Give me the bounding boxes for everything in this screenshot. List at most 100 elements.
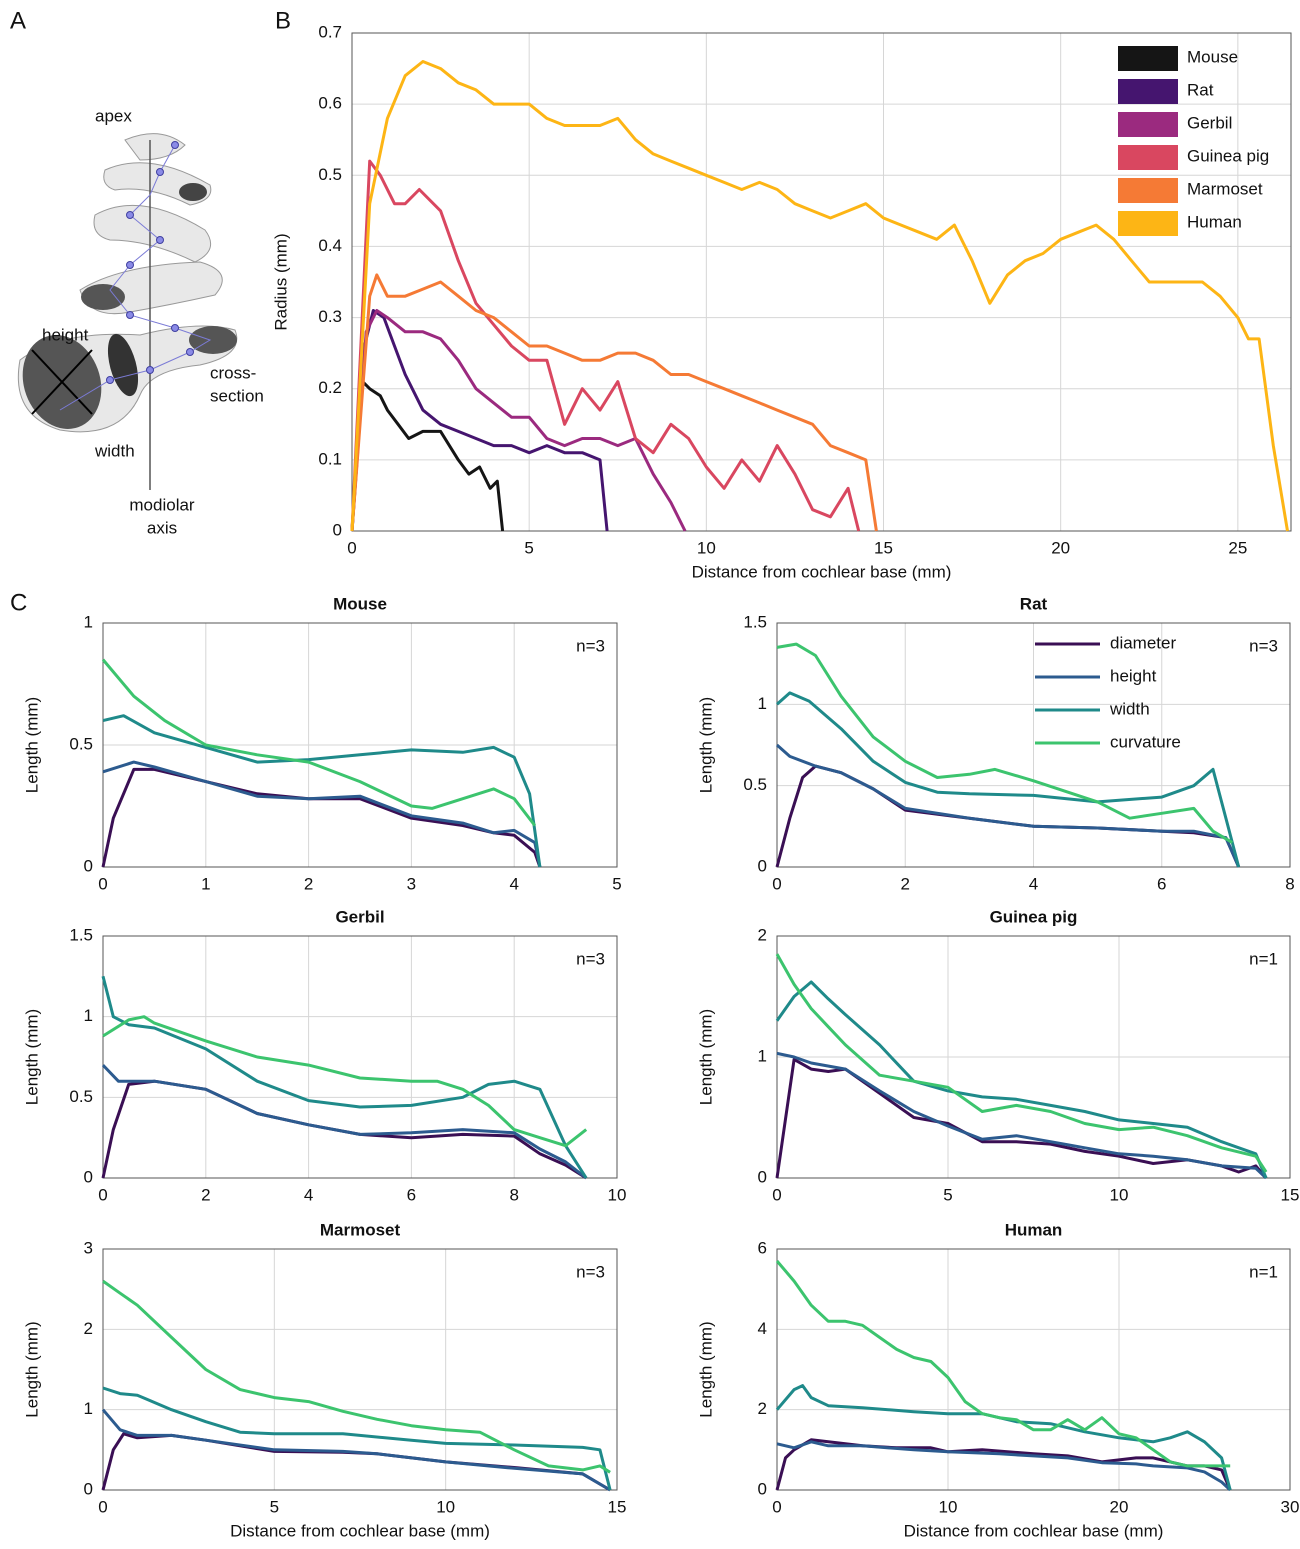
y-axis-label: Length (mm)	[696, 1321, 715, 1417]
y-tick-label: 1	[84, 612, 93, 631]
panel-label: C	[10, 589, 27, 616]
y-tick-label: 0.5	[743, 775, 767, 794]
plot-frame	[351, 32, 1292, 532]
panel-label: A	[10, 7, 26, 34]
series-line	[101, 658, 536, 827]
x-tick-label: 4	[1029, 874, 1038, 893]
x-axis-label: Distance from cochlear base (mm)	[904, 1521, 1164, 1540]
diagram-label: apex	[95, 106, 132, 125]
series-line	[101, 1432, 611, 1492]
series-line	[775, 953, 1268, 1173]
diagram-label: section	[210, 386, 264, 405]
x-tick-label: 15	[874, 538, 893, 557]
chart-title: Mouse	[333, 594, 387, 613]
x-axis-label: Distance from cochlear base (mm)	[230, 1521, 490, 1540]
cochlea-diagram: apex height width cross- section modiola…	[17, 106, 264, 537]
y-tick-label: 4	[758, 1319, 767, 1338]
x-tick-label: 6	[1157, 874, 1166, 893]
y-tick-label: 2	[84, 1319, 93, 1338]
series-line	[102, 1015, 588, 1148]
x-tick-label: 0	[347, 538, 356, 557]
x-tick-label: 10	[436, 1497, 455, 1516]
y-axis-label: Length (mm)	[22, 697, 41, 793]
diagram-label: axis	[147, 518, 177, 537]
annotation: n=3	[576, 1262, 605, 1281]
legend-label: diameter	[1110, 633, 1176, 652]
y-tick-label: 1	[84, 1006, 93, 1025]
y-tick-label: 1.5	[69, 925, 93, 944]
x-tick-label: 10	[1110, 1185, 1129, 1204]
legend-swatch	[1118, 178, 1178, 203]
series-line	[102, 1279, 611, 1474]
x-tick-label: 5	[524, 538, 533, 557]
y-axis-label: Length (mm)	[696, 697, 715, 793]
chart-title: Marmoset	[320, 1220, 401, 1239]
series-line	[350, 60, 1289, 532]
y-tick-label: 0	[758, 856, 767, 875]
series-line	[775, 1260, 1231, 1468]
panel-label: B	[275, 7, 291, 34]
y-tick-label: 0.1	[318, 449, 342, 468]
legend-label: Mouse	[1187, 47, 1238, 66]
series-line	[101, 1064, 588, 1180]
x-tick-label: 2	[901, 874, 910, 893]
x-tick-label: 25	[1228, 538, 1247, 557]
x-tick-label: 0	[98, 874, 107, 893]
series-line	[101, 975, 588, 1179]
series-line	[350, 380, 505, 532]
series-line	[101, 767, 542, 868]
x-tick-label: 0	[98, 1185, 107, 1204]
y-tick-label: 2	[758, 925, 767, 944]
legend-label: Marmoset	[1187, 179, 1263, 198]
x-tick-label: 0	[772, 1185, 781, 1204]
legend-label: Human	[1187, 212, 1242, 231]
x-tick-label: 3	[407, 874, 416, 893]
x-axis-label: Distance from cochlear base (mm)	[692, 562, 952, 581]
y-tick-label: 6	[758, 1238, 767, 1257]
y-axis-label: Length (mm)	[696, 1009, 715, 1105]
x-tick-label: 8	[1285, 874, 1294, 893]
series-line	[776, 743, 1241, 868]
chart-title: Guinea pig	[990, 907, 1078, 926]
x-tick-label: 4	[304, 1185, 313, 1204]
x-tick-label: 2	[201, 1185, 210, 1204]
y-tick-label: 0.3	[318, 307, 342, 326]
diagram-label: height	[42, 325, 89, 344]
x-tick-label: 8	[509, 1185, 518, 1204]
y-tick-label: 1.5	[743, 612, 767, 631]
y-tick-label: 0	[84, 1167, 93, 1186]
x-tick-label: 15	[1281, 1185, 1300, 1204]
x-tick-label: 4	[509, 874, 518, 893]
x-tick-label: 0	[772, 874, 781, 893]
series-line	[775, 1438, 1232, 1491]
annotation: n=1	[1249, 949, 1278, 968]
x-tick-label: 2	[304, 874, 313, 893]
x-tick-label: 5	[943, 1185, 952, 1204]
chart-title: Gerbil	[335, 907, 384, 926]
series-line	[776, 1051, 1268, 1180]
series-line	[776, 1440, 1232, 1492]
y-tick-label: 0	[84, 1479, 93, 1498]
chart-title: Rat	[1020, 594, 1048, 613]
x-tick-label: 30	[1281, 1497, 1300, 1516]
annotation: n=3	[576, 949, 605, 968]
legend-label: width	[1109, 699, 1150, 718]
legend-swatch	[1118, 145, 1178, 170]
series-line	[350, 309, 609, 532]
y-tick-label: 0.6	[318, 94, 342, 113]
series-line	[776, 691, 1241, 868]
legend-swatch	[1118, 112, 1178, 137]
series-line	[775, 980, 1268, 1179]
legend-label: height	[1110, 666, 1157, 685]
y-tick-label: 0	[84, 856, 93, 875]
plot-frame	[776, 1248, 1291, 1491]
x-tick-label: 10	[697, 538, 716, 557]
plot-frame	[776, 935, 1291, 1179]
legend-label: Rat	[1187, 80, 1214, 99]
legend-label: curvature	[1110, 732, 1181, 751]
y-axis-label: Radius (mm)	[271, 233, 290, 330]
x-tick-label: 0	[98, 1497, 107, 1516]
plot-frame	[102, 622, 618, 868]
x-tick-label: 0	[772, 1497, 781, 1516]
